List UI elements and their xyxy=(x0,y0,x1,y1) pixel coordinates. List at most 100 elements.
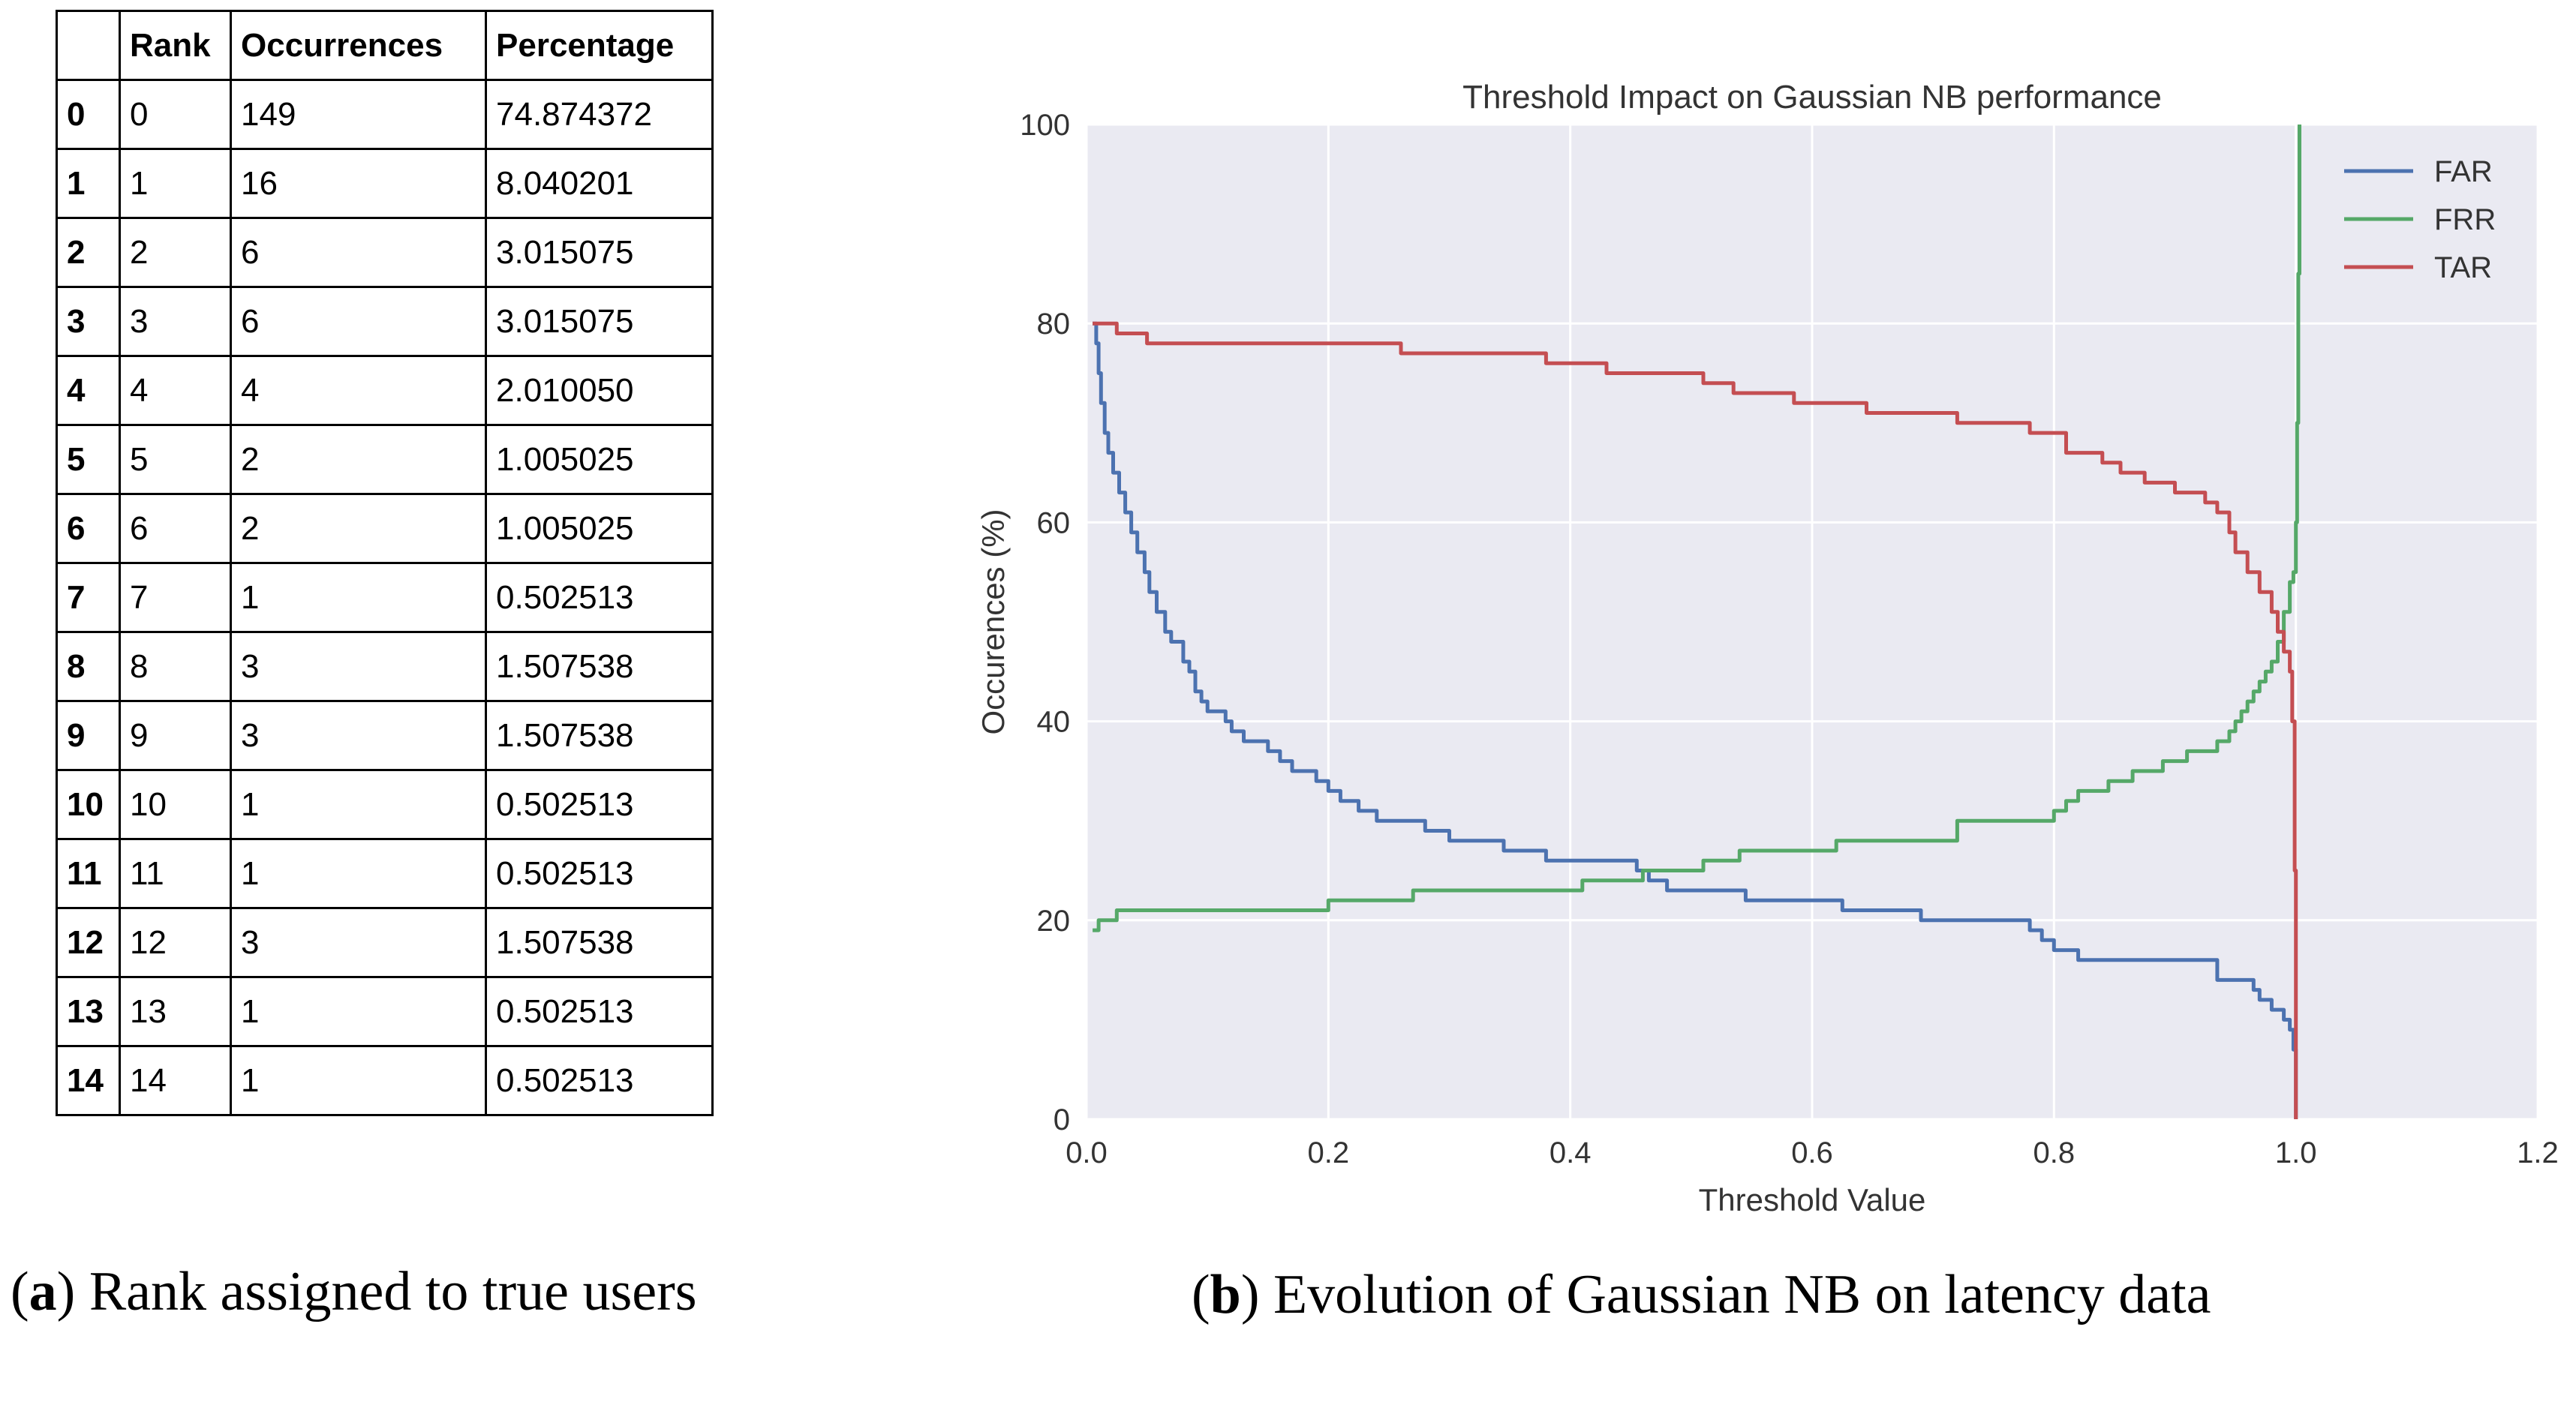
y-tick-label: 40 xyxy=(1037,706,1071,739)
cell-occurrences: 6 xyxy=(230,217,487,288)
x-axis-label: Threshold Value xyxy=(1699,1182,1926,1217)
cell-occurrences: 1 xyxy=(230,769,487,840)
table-row: 10 10 1 0.502513 xyxy=(56,769,714,840)
table-row: 0 0 149 74.874372 xyxy=(56,79,714,150)
table-row: 14 14 1 0.502513 xyxy=(56,1045,714,1116)
series-line-tar xyxy=(1093,321,2298,1119)
table-row: 11 11 1 0.502513 xyxy=(56,838,714,909)
cell-percentage: 1.507538 xyxy=(485,907,714,978)
cell-rank: 8 xyxy=(119,631,232,702)
y-tick-label: 0 xyxy=(1054,1103,1070,1136)
y-tick-label: 100 xyxy=(1020,109,1070,142)
x-tick-label: 0.6 xyxy=(1791,1136,1833,1169)
cell-rank: 4 xyxy=(119,355,232,426)
legend-label-frr: FRR xyxy=(2434,203,2496,236)
x-tick-label: 0.4 xyxy=(1550,1136,1592,1169)
caption-b-text: Evolution of Gaussian NB on latency data xyxy=(1273,1264,2211,1325)
cell-rank: 7 xyxy=(119,562,232,633)
cell-occurrences: 2 xyxy=(230,424,487,495)
cell-rank: 12 xyxy=(119,907,232,978)
table-row: 2 2 6 3.015075 xyxy=(56,217,714,288)
rank-table-wrapper: Rank Occurrences Percentage 0 0 149 74.8743… xyxy=(56,10,714,1116)
header-occurrences: Occurrences xyxy=(230,10,487,81)
table-body: 0 0 149 74.874372 1 1 16 8.040201 2 2 6 3.015075 3 3 6… xyxy=(56,79,714,1116)
cell-percentage: 1.507538 xyxy=(485,631,714,702)
cell-rank: 11 xyxy=(119,838,232,909)
cell-index: 6 xyxy=(56,493,121,564)
cell-occurrences: 1 xyxy=(230,976,487,1047)
caption-b: (b) Evolution of Gaussian NB on latency … xyxy=(1192,1264,2211,1325)
cell-index: 1 xyxy=(56,148,121,219)
cell-percentage: 0.502513 xyxy=(485,838,714,909)
threshold-chart: 0.0 0.2 0.4 0.6 0.8 1.0 1.2 0 20 40 60 80 100 Thresh… xyxy=(975,79,2559,1217)
caption-a: (a) Rank assigned to true users xyxy=(11,1261,697,1322)
cell-occurrences: 3 xyxy=(230,631,487,702)
series-line-far xyxy=(1093,321,2298,1119)
cell-occurrences: 16 xyxy=(230,148,487,219)
cell-occurrences: 3 xyxy=(230,700,487,771)
table-row: 7 7 1 0.502513 xyxy=(56,562,714,633)
table-row: 6 6 2 1.005025 xyxy=(56,493,714,564)
cell-occurrences: 1 xyxy=(230,838,487,909)
cell-percentage: 0.502513 xyxy=(485,976,714,1047)
cell-percentage: 0.502513 xyxy=(485,769,714,840)
x-tick-label: 0.0 xyxy=(1066,1136,1108,1169)
table-row: 13 13 1 0.502513 xyxy=(56,976,714,1047)
cell-rank: 9 xyxy=(119,700,232,771)
cell-index: 10 xyxy=(56,769,121,840)
cell-rank: 1 xyxy=(119,148,232,219)
cell-rank: 14 xyxy=(119,1045,232,1116)
table-row: 8 8 3 1.507538 xyxy=(56,631,714,702)
header-rank: Rank xyxy=(119,10,232,81)
cell-rank: 6 xyxy=(119,493,232,564)
cell-occurrences: 1 xyxy=(230,1045,487,1116)
cell-rank: 3 xyxy=(119,286,232,357)
y-tick-label: 60 xyxy=(1037,506,1071,539)
table-row: 12 12 3 1.507538 xyxy=(56,907,714,978)
cell-occurrences: 149 xyxy=(230,79,487,150)
caption-b-label: b xyxy=(1210,1264,1241,1325)
cell-index: 3 xyxy=(56,286,121,357)
header-index xyxy=(56,10,121,81)
table-row: 5 5 2 1.005025 xyxy=(56,424,714,495)
cell-index: 7 xyxy=(56,562,121,633)
header-percentage: Percentage xyxy=(485,10,714,81)
caption-a-text: Rank assigned to true users xyxy=(89,1261,697,1322)
series-lines xyxy=(1093,125,2301,1119)
cell-rank: 2 xyxy=(119,217,232,288)
cell-rank: 0 xyxy=(119,79,232,150)
cell-index: 14 xyxy=(56,1045,121,1116)
axis-ticks: 0.0 0.2 0.4 0.6 0.8 1.0 1.2 0 20 40 60 80 100 xyxy=(1020,109,2559,1169)
cell-index: 13 xyxy=(56,976,121,1047)
cell-percentage: 1.005025 xyxy=(485,424,714,495)
cell-rank: 13 xyxy=(119,976,232,1047)
cell-occurrences: 4 xyxy=(230,355,487,426)
cell-percentage: 3.015075 xyxy=(485,286,714,357)
chart-legend: FAR FRR TAR xyxy=(2344,155,2496,284)
cell-percentage: 8.040201 xyxy=(485,148,714,219)
cell-percentage: 2.010050 xyxy=(485,355,714,426)
table-row: 9 9 3 1.507538 xyxy=(56,700,714,771)
y-axis-label: Occurences (%) xyxy=(975,509,1011,734)
cell-index: 12 xyxy=(56,907,121,978)
cell-occurrences: 6 xyxy=(230,286,487,357)
table-row: 3 3 6 3.015075 xyxy=(56,286,714,357)
cell-index: 4 xyxy=(56,355,121,426)
cell-percentage: 1.507538 xyxy=(485,700,714,771)
caption-a-label: a xyxy=(29,1261,57,1322)
table-header-row: Rank Occurrences Percentage xyxy=(56,10,714,81)
x-tick-label: 0.8 xyxy=(2033,1136,2076,1169)
cell-index: 5 xyxy=(56,424,121,495)
x-tick-label: 1.2 xyxy=(2517,1136,2559,1169)
cell-rank: 10 xyxy=(119,769,232,840)
chart-title: Threshold Impact on Gaussian NB performa… xyxy=(1462,79,2162,116)
x-tick-label: 0.2 xyxy=(1308,1136,1350,1169)
cell-percentage: 0.502513 xyxy=(485,562,714,633)
cell-occurrences: 2 xyxy=(230,493,487,564)
cell-index: 11 xyxy=(56,838,121,909)
cell-percentage: 1.005025 xyxy=(485,493,714,564)
table-row: 1 1 16 8.040201 xyxy=(56,148,714,219)
cell-percentage: 3.015075 xyxy=(485,217,714,288)
cell-index: 8 xyxy=(56,631,121,702)
y-tick-label: 80 xyxy=(1037,308,1071,341)
